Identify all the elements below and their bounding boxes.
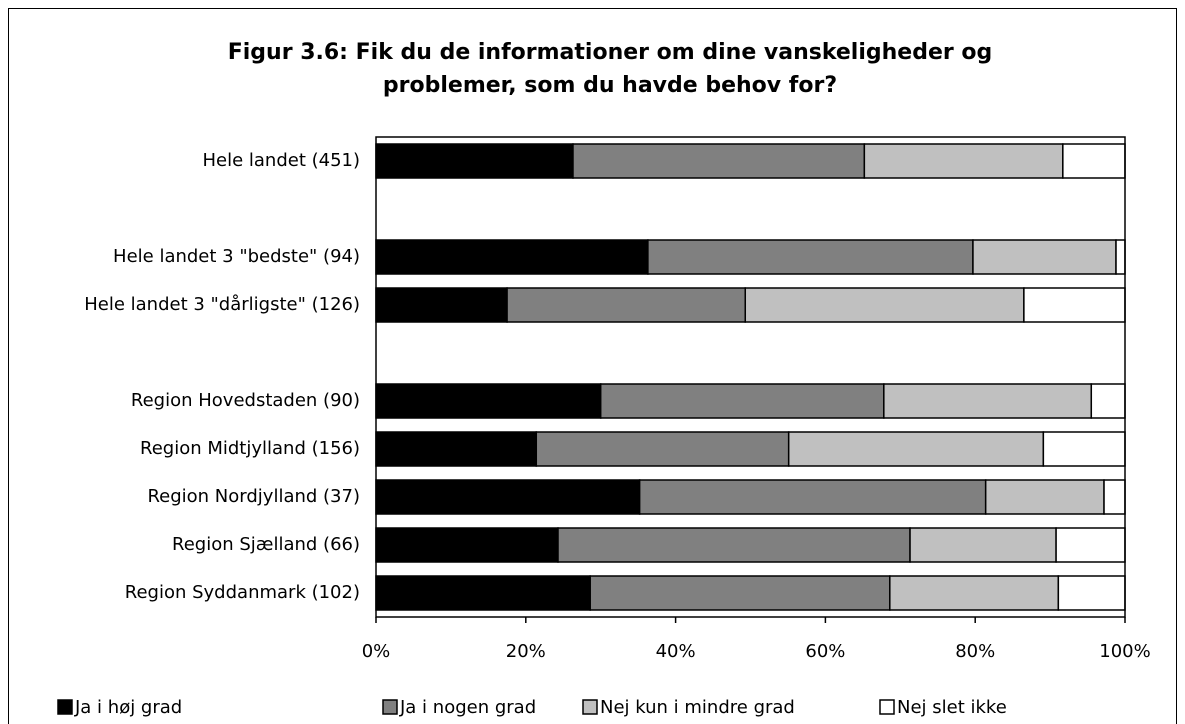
bar-segment <box>863 143 1064 179</box>
legend-swatch <box>382 699 398 715</box>
bar-segment <box>984 479 1105 515</box>
bar-segment <box>557 527 911 563</box>
legend-swatch <box>57 699 73 715</box>
bar-segment <box>599 383 885 419</box>
y-tick-label: Region Nordjylland (37) <box>147 486 360 507</box>
bar-segment <box>1023 287 1126 323</box>
bar-segment <box>375 479 641 515</box>
y-tick-label: Region Midtjylland (156) <box>140 438 360 459</box>
y-tick-label: Region Syddanmark (102) <box>125 582 360 603</box>
x-tick-label: 0% <box>362 641 391 662</box>
legend-swatch <box>879 699 895 715</box>
x-tick-label: 80% <box>955 641 995 662</box>
bar-segment <box>572 143 866 179</box>
x-tick-label: 40% <box>656 641 696 662</box>
bar-segment <box>1042 431 1126 467</box>
bar-segment <box>744 287 1025 323</box>
y-tick-label: Region Sjælland (66) <box>172 534 360 555</box>
bar-segment <box>375 383 602 419</box>
x-tick-label: 60% <box>805 641 845 662</box>
bar-segment <box>638 479 987 515</box>
legend-label: Ja i nogen grad <box>399 697 536 718</box>
bar-segment <box>506 287 747 323</box>
frame <box>8 8 1177 724</box>
y-tick-label: Hele landet 3 "dårligste" (126) <box>84 294 360 315</box>
legend-label: Nej kun i mindre grad <box>600 697 795 718</box>
bar-segment <box>375 527 559 563</box>
x-tick-label: 20% <box>506 641 546 662</box>
legend-swatch <box>582 699 598 715</box>
bar-segment <box>909 527 1057 563</box>
bar-segment <box>1062 143 1126 179</box>
bar-segment <box>889 575 1060 611</box>
bar-segment <box>535 431 790 467</box>
bar-segment <box>375 239 649 275</box>
plot-border <box>375 136 1126 618</box>
y-tick-label: Hele landet 3 "bedste" (94) <box>113 246 360 267</box>
bar-segment <box>1115 239 1126 275</box>
legend-label: Nej slet ikke <box>897 697 1007 718</box>
bar-segment <box>1103 479 1126 515</box>
chart-title: Figur 3.6: Fik du de informationer om di… <box>227 40 993 98</box>
legend-label: Ja i høj grad <box>74 697 182 718</box>
bar-segment <box>375 431 538 467</box>
bar-segment <box>1055 527 1126 563</box>
bar-segment <box>787 431 1045 467</box>
y-tick-label: Region Hovedstaden (90) <box>131 390 360 411</box>
bar-segment <box>375 575 591 611</box>
y-tick-label: Hele landet (451) <box>202 150 360 171</box>
x-tick-label: 100% <box>1099 641 1150 662</box>
bar-segment <box>972 239 1117 275</box>
bar-segment <box>1090 383 1126 419</box>
bar-segment <box>647 239 974 275</box>
bar-segment <box>1057 575 1126 611</box>
bar-segment <box>589 575 891 611</box>
bar-segment <box>375 287 508 323</box>
bar-segment <box>375 143 574 179</box>
bar-segment <box>883 383 1093 419</box>
